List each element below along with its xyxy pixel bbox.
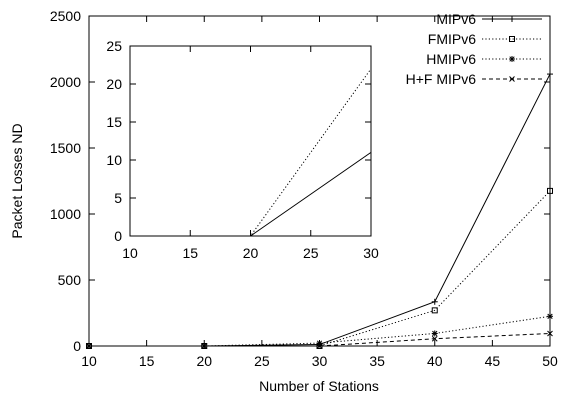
main-x-tick-label: 10 bbox=[81, 353, 97, 369]
main-point-mipv6 bbox=[431, 298, 438, 305]
inset-plot: 10 15 20 25 30 0 5 10 15 20 25 bbox=[106, 38, 379, 261]
main-point-fmipv6 bbox=[431, 307, 438, 314]
inset-y-tick-label: 20 bbox=[106, 76, 122, 92]
main-point-h-f-mipv6 bbox=[316, 343, 323, 349]
legend-label-mipv6: MIPv6 bbox=[436, 11, 476, 27]
x-axis-title: Number of Stations bbox=[259, 378, 379, 394]
main-point-h-f-mipv6 bbox=[201, 343, 208, 349]
inset-y-tick-label: 5 bbox=[114, 190, 122, 206]
main-point-hmipv6 bbox=[547, 313, 553, 320]
legend-marker-h-f-mipv6 bbox=[509, 76, 515, 82]
main-x-tick-label: 35 bbox=[369, 353, 385, 369]
main-point-h-f-mipv6 bbox=[431, 335, 438, 342]
main-y-tick-label: 1500 bbox=[50, 140, 81, 156]
legend-marker-fmipv6 bbox=[509, 36, 515, 42]
main-x-tick-label: 20 bbox=[196, 353, 212, 369]
main-point-hmipv6 bbox=[431, 330, 438, 337]
main-x-tick-label: 45 bbox=[485, 353, 501, 369]
main-x-tick-label: 40 bbox=[427, 353, 443, 369]
main-x-tick-label: 50 bbox=[542, 353, 558, 369]
inset-series-group bbox=[130, 68, 372, 237]
main-y-tick-label: 1000 bbox=[50, 206, 81, 222]
inset-x-tick-label: 20 bbox=[243, 245, 259, 261]
main-y-tick-label: 0 bbox=[73, 338, 81, 354]
main-series-group bbox=[86, 71, 553, 349]
main-point-hmipv6 bbox=[316, 340, 323, 347]
legend-label-h-f-mipv6: H+F MIPv6 bbox=[406, 71, 477, 87]
main-point-h-f-mipv6 bbox=[547, 330, 553, 337]
inset-x-tick-label: 15 bbox=[182, 245, 198, 261]
main-y-tick-label: 2500 bbox=[50, 8, 81, 24]
main-y-tick-label: 500 bbox=[58, 272, 82, 288]
main-y-tick-label: 2000 bbox=[50, 74, 81, 90]
inset-y-tick-label: 15 bbox=[106, 114, 122, 130]
main-x-tick-label: 15 bbox=[139, 353, 155, 369]
y-axis-title: Packet Losses ND bbox=[9, 123, 25, 238]
main-point-mipv6 bbox=[547, 71, 553, 78]
main-point-fmipv6 bbox=[547, 187, 553, 194]
inset-y-tick-label: 10 bbox=[106, 152, 122, 168]
main-x-tick-label: 30 bbox=[312, 353, 328, 369]
inset-y-tick-label: 25 bbox=[106, 38, 122, 54]
main-series-line-hmipv6 bbox=[89, 315, 551, 347]
legend-label-fmipv6: FMIPv6 bbox=[428, 31, 476, 47]
main-point-h-f-mipv6 bbox=[86, 343, 92, 349]
inset-x-tick-label: 25 bbox=[303, 245, 319, 261]
legend-label-hmipv6: HMIPv6 bbox=[426, 51, 476, 67]
legend: MIPv6 FMIPv6 HMIPv6 H+F MIPv6 bbox=[406, 11, 542, 87]
inset-y-tick-label: 0 bbox=[114, 228, 122, 244]
inset-x-tick-label: 30 bbox=[363, 245, 379, 261]
legend-marker-hmipv6 bbox=[509, 56, 515, 62]
inset-plot-frame bbox=[129, 45, 372, 237]
legend-marker-mipv6 bbox=[509, 16, 515, 22]
inset-axis-ticks: 10 15 20 25 30 0 5 10 15 20 25 bbox=[106, 38, 379, 261]
inset-x-tick-label: 10 bbox=[122, 245, 138, 261]
main-x-tick-label: 25 bbox=[254, 353, 270, 369]
